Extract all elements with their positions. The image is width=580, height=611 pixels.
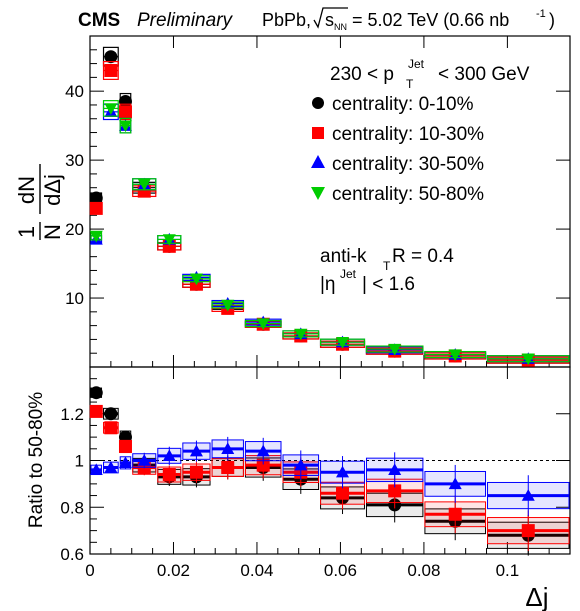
x-axis-label: Δj xyxy=(525,582,548,611)
data-point-top xyxy=(336,336,350,349)
data-point-ratio xyxy=(89,463,103,476)
pt-range-sup: Jet xyxy=(408,57,425,71)
data-point-top xyxy=(104,103,118,115)
data-point-top xyxy=(294,328,308,341)
legend-item-10-30: centrality: 10-30% xyxy=(312,124,484,145)
eta-prefix: |η xyxy=(320,274,336,295)
data-point-ratio xyxy=(294,458,308,471)
data-point-ratio xyxy=(89,404,103,418)
algo-prefix: anti-k xyxy=(320,246,367,267)
energy-value: = 5.02 TeV (0.66 nb xyxy=(352,10,509,30)
data-point-ratio xyxy=(137,454,151,466)
legend-marker-triangle-up xyxy=(311,155,325,168)
data-point-ratio xyxy=(104,407,118,421)
top-y-tick-label: 30 xyxy=(65,151,84,170)
top-y-axis-label: 1 N dN dΔj xyxy=(14,164,65,240)
legend-item-30-50: centrality: 30-50% xyxy=(311,154,484,175)
data-point-ratio xyxy=(388,463,402,476)
x-tick-label: 0.04 xyxy=(240,561,273,580)
eta-sup: Jet xyxy=(340,267,357,281)
data-point-top xyxy=(89,191,103,205)
data-point-ratio xyxy=(448,477,462,490)
data-point-top xyxy=(118,120,132,133)
energy-sup: -1 xyxy=(536,8,546,20)
data-point-ratio xyxy=(256,444,270,457)
bottom-y-tick-label: 0.6 xyxy=(60,545,84,564)
top-y-tick-label: 20 xyxy=(65,220,84,239)
data-point-top xyxy=(162,234,176,246)
energy-close: ) xyxy=(549,10,555,30)
x-tick-label: 0 xyxy=(85,561,94,580)
energy-sub: NN xyxy=(334,22,347,32)
data-point-ratio xyxy=(388,484,402,498)
legend-marker-circle xyxy=(312,97,324,109)
legend-marker-triangle-down xyxy=(311,187,325,200)
x-tick-label: 0.02 xyxy=(157,561,190,580)
data-point-top xyxy=(104,50,118,64)
data-point-ratio xyxy=(221,461,235,475)
data-point-top xyxy=(448,349,462,362)
data-point-top xyxy=(388,343,402,356)
top-ylabel-dn: dN xyxy=(14,176,39,204)
data-point-ratio xyxy=(104,421,118,435)
data-point-top xyxy=(256,318,270,331)
data-point-ratio xyxy=(221,442,235,455)
legend-label-10-30: centrality: 10-30% xyxy=(332,124,484,145)
algo-sub: T xyxy=(383,259,391,273)
data-point-top xyxy=(118,105,132,119)
eta-suffix: | < 1.6 xyxy=(362,274,415,295)
top-panel-frame xyxy=(89,35,571,368)
data-point-ratio xyxy=(521,489,535,501)
system-label: PbPb, xyxy=(262,10,311,30)
data-point-ratio xyxy=(336,465,350,478)
data-point-top xyxy=(89,230,103,243)
legend-label-50-80: centrality: 50-80% xyxy=(332,184,484,205)
data-point-ratio xyxy=(336,486,350,500)
legend: centrality: 0-10% centrality: 10-30% cen… xyxy=(311,94,484,205)
bottom-y-tick-label: 1.2 xyxy=(60,405,84,424)
top-ylabel-n: N xyxy=(40,224,65,240)
data-point-ratio xyxy=(118,456,132,469)
top-y-tick-label: 40 xyxy=(65,82,84,101)
legend-marker-square xyxy=(312,127,324,139)
preliminary-label: Preliminary xyxy=(137,10,234,31)
data-point-ratio xyxy=(448,507,462,521)
data-point-ratio xyxy=(104,461,118,473)
data-point-top xyxy=(221,299,235,312)
data-point-ratio xyxy=(189,444,203,457)
pt-range-sub: T xyxy=(406,77,414,91)
data-point-ratio xyxy=(89,386,103,400)
pt-range-low: 230 < p xyxy=(330,64,394,85)
data-point-ratio xyxy=(256,458,270,472)
pt-range-high: < 300 GeV xyxy=(438,64,530,85)
bottom-y-axis-label: Ratio to 50-80% xyxy=(26,392,47,528)
algo-suffix: R = 0.4 xyxy=(392,246,454,267)
bottom-y-tick-label: 1 xyxy=(75,452,84,471)
top-ylabel-1: 1 xyxy=(14,226,39,238)
legend-label-0-10: centrality: 0-10% xyxy=(332,94,474,115)
data-point-ratio xyxy=(162,468,176,482)
legend-label-30-50: centrality: 30-50% xyxy=(332,154,484,175)
data-point-top xyxy=(137,179,151,191)
top-y-tick-label: 10 xyxy=(65,289,84,308)
data-point-top xyxy=(521,353,535,366)
x-tick-label: 0.08 xyxy=(407,561,440,580)
top-ylabel-ddj: dΔj xyxy=(40,174,65,206)
cms-label: CMS xyxy=(78,10,120,31)
x-tick-label: 0.1 xyxy=(496,561,520,580)
data-point-ratio xyxy=(521,524,535,538)
x-tick-label: 0.06 xyxy=(324,561,357,580)
sqrt-sign-icon xyxy=(313,7,348,29)
data-point-top xyxy=(189,273,203,286)
data-point-ratio xyxy=(162,449,176,462)
legend-item-0-10: centrality: 0-10% xyxy=(312,94,474,115)
bottom-y-tick-label: 0.8 xyxy=(60,498,84,517)
legend-item-50-80: centrality: 50-80% xyxy=(311,184,484,205)
energy-prefix: s xyxy=(325,10,334,30)
data-point-ratio xyxy=(189,465,203,479)
data-point-top xyxy=(89,201,103,215)
data-point-top xyxy=(104,63,118,77)
data-point-ratio xyxy=(118,439,132,453)
